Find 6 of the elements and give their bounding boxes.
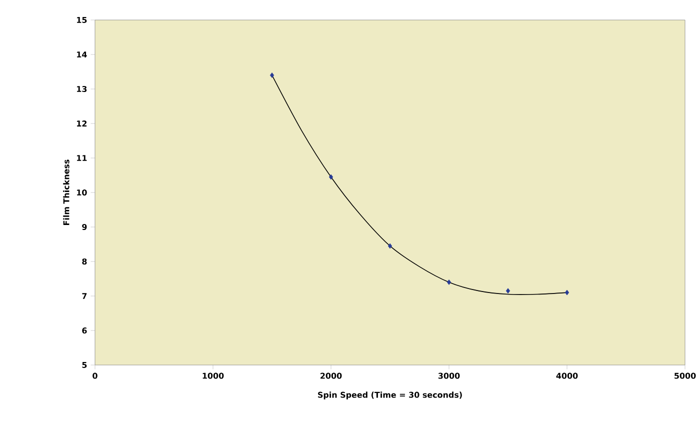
point bbox=[446, 280, 452, 285]
point bbox=[564, 290, 570, 296]
point bbox=[328, 174, 334, 180]
point bbox=[506, 288, 510, 294]
point bbox=[270, 72, 274, 78]
point bbox=[388, 243, 392, 249]
